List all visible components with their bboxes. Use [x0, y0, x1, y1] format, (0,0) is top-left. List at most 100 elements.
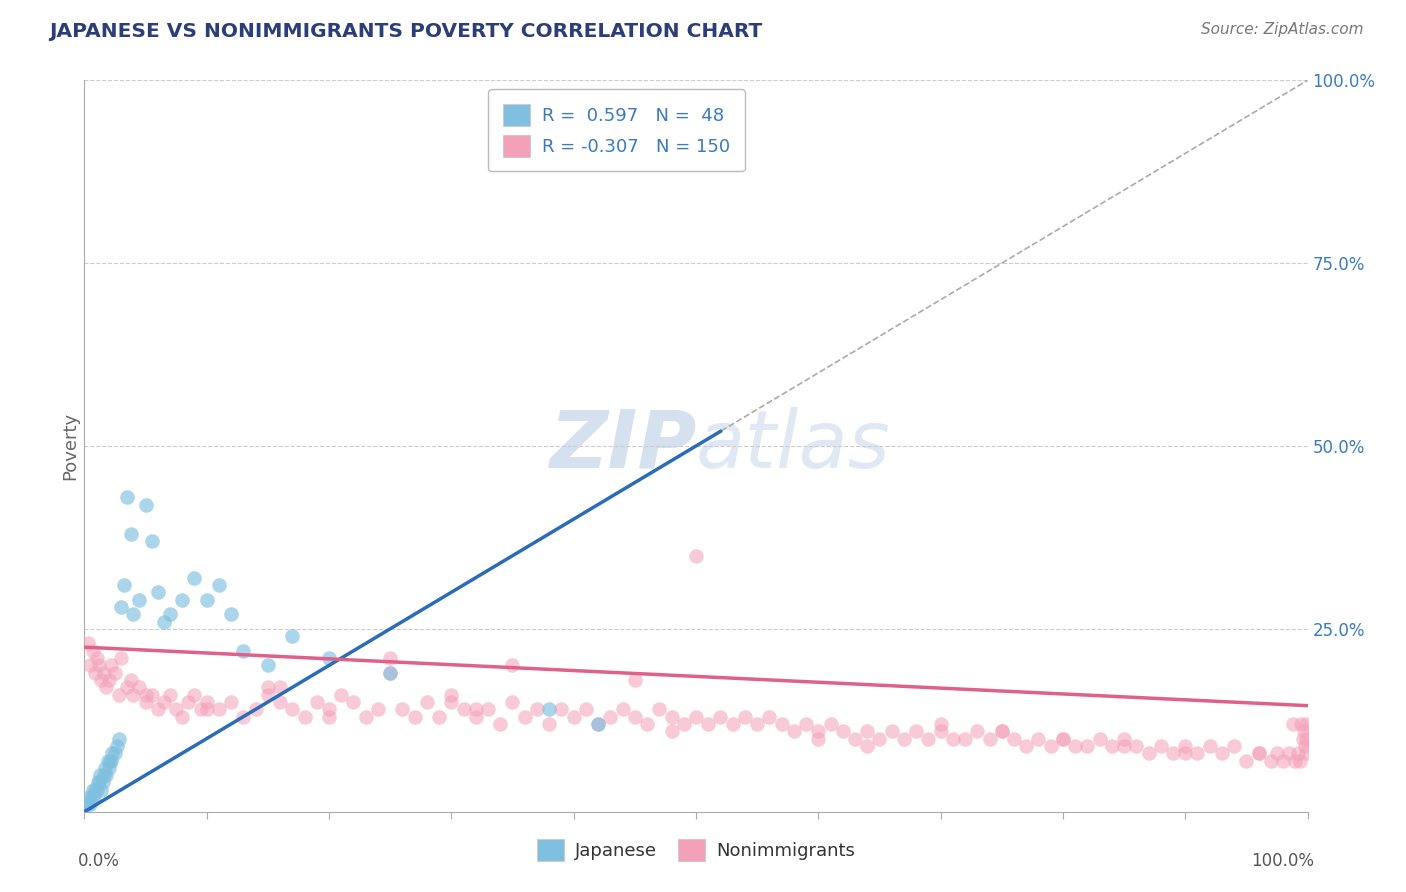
Point	[1211, 746, 1233, 760]
Point	[893, 731, 915, 746]
Point	[672, 717, 695, 731]
Point	[122, 688, 145, 702]
Point	[190, 702, 212, 716]
Legend: Japanese, Nonimmigrants: Japanese, Nonimmigrants	[530, 832, 862, 869]
Point	[942, 731, 965, 746]
Point	[90, 782, 112, 797]
Point	[97, 673, 120, 687]
Point	[1284, 754, 1306, 768]
Point	[979, 731, 1001, 746]
Point	[1150, 739, 1173, 753]
Point	[172, 592, 194, 607]
Point	[661, 709, 683, 723]
Point	[1039, 739, 1062, 753]
Point	[107, 688, 129, 702]
Text: 0.0%: 0.0%	[79, 852, 120, 870]
Point	[599, 709, 621, 723]
Point	[153, 615, 176, 629]
Point	[97, 761, 120, 775]
Point	[135, 695, 157, 709]
Point	[100, 754, 122, 768]
Point	[685, 709, 707, 723]
Point	[98, 754, 121, 768]
Point	[281, 629, 304, 643]
Point	[232, 644, 254, 658]
Point	[1198, 739, 1220, 753]
Point	[165, 702, 187, 716]
Point	[318, 702, 340, 716]
Point	[538, 717, 561, 731]
Point	[269, 695, 291, 709]
Point	[195, 695, 218, 709]
Point	[636, 717, 658, 731]
Point	[107, 731, 129, 746]
Point	[219, 607, 242, 622]
Point	[440, 695, 463, 709]
Point	[586, 717, 609, 731]
Point	[354, 709, 377, 723]
Point	[97, 754, 120, 768]
Point	[100, 658, 122, 673]
Point	[1223, 739, 1246, 753]
Point	[661, 724, 683, 739]
Point	[153, 695, 176, 709]
Point	[122, 607, 145, 622]
Point	[1076, 739, 1098, 753]
Point	[104, 665, 127, 680]
Point	[96, 768, 118, 782]
Point	[770, 717, 793, 731]
Point	[1187, 746, 1209, 760]
Point	[183, 571, 205, 585]
Point	[1137, 746, 1160, 760]
Point	[856, 724, 879, 739]
Point	[1114, 739, 1136, 753]
Point	[783, 724, 806, 739]
Point	[1282, 717, 1305, 731]
Point	[917, 731, 939, 746]
Point	[86, 782, 108, 797]
Point	[1161, 746, 1184, 760]
Point	[1247, 746, 1270, 760]
Point	[1292, 731, 1315, 746]
Point	[219, 695, 242, 709]
Point	[80, 790, 103, 805]
Point	[905, 724, 928, 739]
Point	[1286, 746, 1309, 760]
Point	[1114, 731, 1136, 746]
Point	[93, 665, 115, 680]
Point	[562, 709, 585, 723]
Point	[440, 688, 463, 702]
Point	[404, 709, 426, 723]
Point	[177, 695, 200, 709]
Point	[94, 761, 117, 775]
Point	[87, 775, 110, 789]
Point	[195, 592, 218, 607]
Point	[76, 797, 98, 812]
Text: atlas: atlas	[696, 407, 891, 485]
Point	[128, 592, 150, 607]
Point	[1174, 746, 1197, 760]
Point	[115, 490, 138, 504]
Point	[538, 702, 561, 716]
Point	[77, 790, 100, 805]
Point	[1002, 731, 1025, 746]
Point	[502, 695, 524, 709]
Point	[1052, 731, 1074, 746]
Point	[90, 673, 112, 687]
Point	[89, 768, 111, 782]
Point	[79, 658, 101, 673]
Point	[1295, 717, 1317, 731]
Point	[502, 658, 524, 673]
Point	[115, 681, 138, 695]
Point	[294, 709, 316, 723]
Point	[807, 731, 830, 746]
Point	[747, 717, 769, 731]
Point	[77, 636, 100, 650]
Point	[1291, 717, 1313, 731]
Point	[104, 746, 127, 760]
Point	[966, 724, 988, 739]
Point	[91, 775, 114, 789]
Point	[391, 702, 413, 716]
Y-axis label: Poverty: Poverty	[62, 412, 80, 480]
Point	[82, 644, 104, 658]
